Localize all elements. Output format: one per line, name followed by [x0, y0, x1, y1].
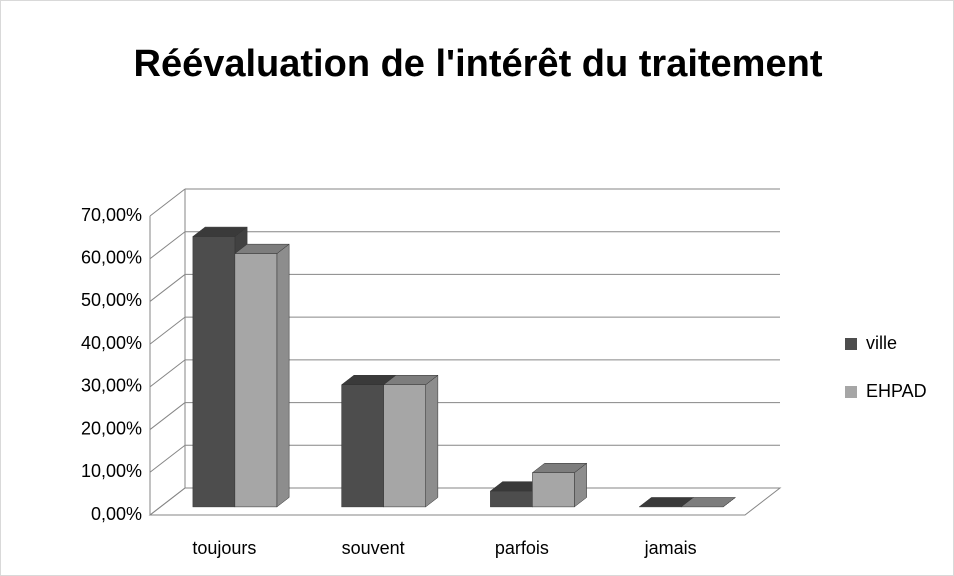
bar-side — [425, 374, 439, 508]
legend-label: ville — [866, 333, 897, 353]
bar-side — [276, 243, 290, 508]
y-tick-label: 60,00% — [81, 247, 142, 267]
grid-line-side — [149, 444, 186, 473]
y-tick-label: 50,00% — [81, 290, 142, 310]
y-tick-label: 70,00% — [81, 205, 142, 225]
grid-line-side — [149, 359, 186, 388]
bar-top — [680, 497, 737, 508]
y-tick-label: 20,00% — [81, 418, 142, 438]
legend-label: EHPAD — [866, 381, 927, 401]
y-tick-label: 40,00% — [81, 333, 142, 353]
legend-swatch — [845, 338, 857, 350]
y-tick-label: 0,00% — [91, 504, 142, 524]
x-tick-label: toujours — [192, 538, 256, 558]
x-tick-label: souvent — [342, 538, 405, 558]
x-tick-label: jamais — [644, 538, 697, 558]
bar — [341, 384, 384, 508]
grid-line-side — [149, 402, 186, 430]
grid-line-side — [149, 487, 186, 516]
x-tick-label: parfois — [495, 538, 549, 558]
bar — [234, 253, 278, 508]
y-tick-label: 10,00% — [81, 461, 142, 481]
legend-swatch — [845, 386, 857, 398]
grid-line-side — [149, 231, 186, 260]
bar — [383, 384, 426, 508]
grid-line-side — [149, 274, 186, 302]
bar — [532, 472, 575, 508]
bar — [192, 236, 236, 508]
bar — [490, 490, 533, 508]
chart-title: Réévaluation de l'intérêt du traitement — [133, 43, 823, 85]
y-tick-label: 30,00% — [81, 376, 142, 396]
grid-line-side — [149, 316, 186, 345]
grid-line-side — [149, 188, 186, 217]
